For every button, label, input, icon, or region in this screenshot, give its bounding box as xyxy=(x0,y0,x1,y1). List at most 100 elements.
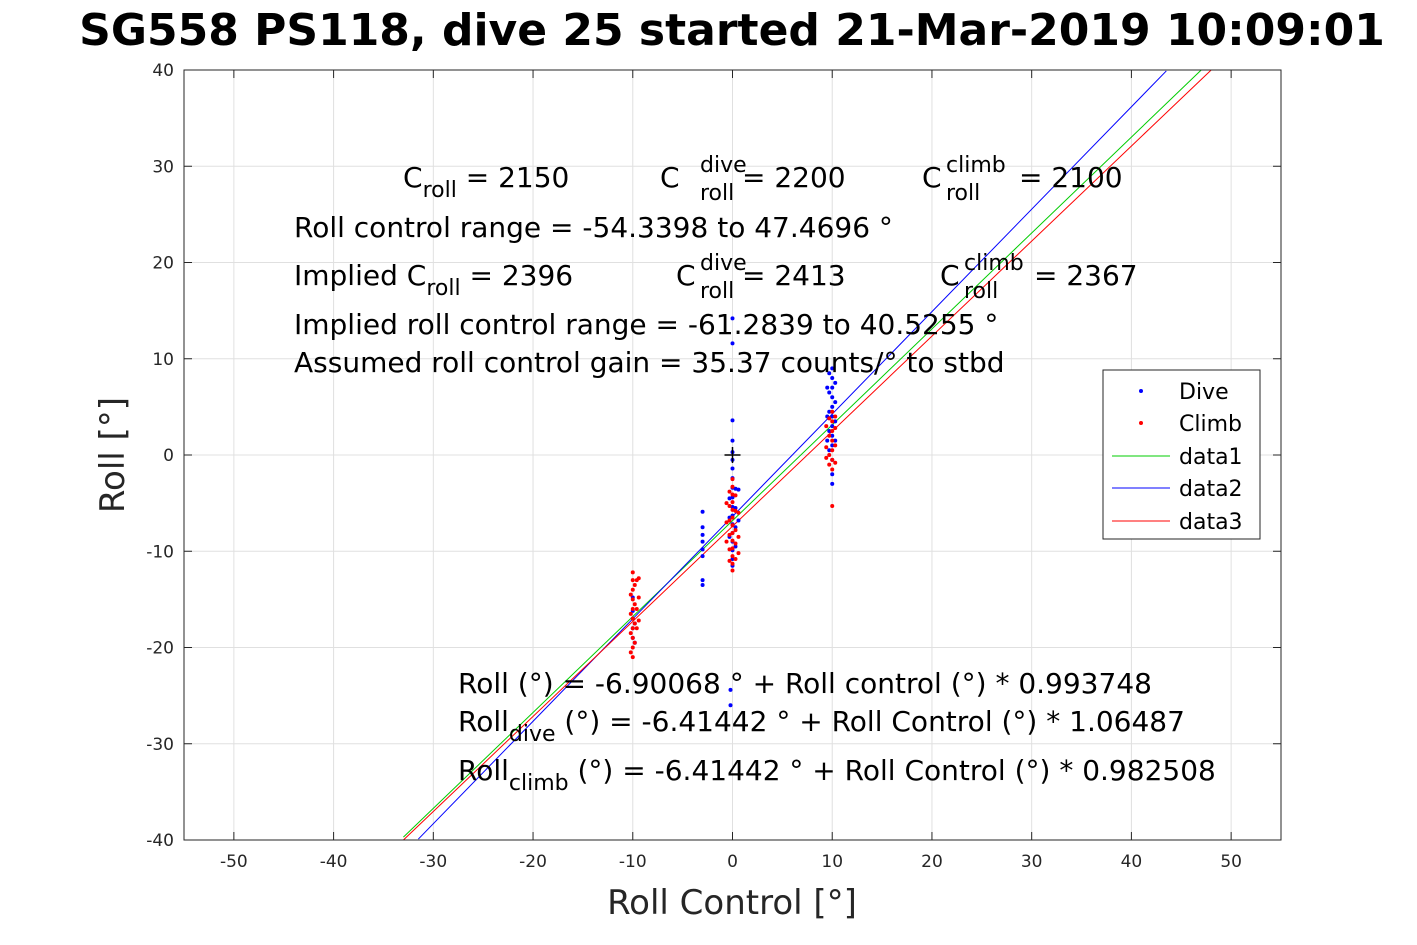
point-climb xyxy=(733,528,738,533)
annotations: Croll = 2150 C dive roll = 2200 C climb … xyxy=(294,153,1216,796)
point-climb xyxy=(634,607,639,611)
annotation-c-climb-sub: roll xyxy=(946,181,980,206)
legend-label: data3 xyxy=(1179,510,1243,535)
point-climb xyxy=(730,530,735,535)
point-climb xyxy=(628,631,633,636)
point-dive xyxy=(830,481,835,486)
point-climb xyxy=(827,462,832,467)
point-climb xyxy=(830,409,835,414)
point-climb xyxy=(730,554,735,559)
x-tick-label: 30 xyxy=(1021,852,1043,872)
annotation-c-climb: C xyxy=(922,161,942,194)
point-dive xyxy=(830,443,835,448)
point-dive xyxy=(700,547,705,552)
annotation-implied-dive: C xyxy=(676,259,696,292)
y-tick-label: 20 xyxy=(152,254,174,274)
point-climb xyxy=(630,597,635,602)
point-climb xyxy=(724,520,729,525)
x-axis-label: Roll Control [°] xyxy=(607,883,857,923)
series-line-data1 xyxy=(403,69,1202,838)
y-tick-label: -40 xyxy=(146,831,174,851)
legend: Dive Climb data1 data2 data3 xyxy=(1102,369,1261,540)
x-tick-label: 20 xyxy=(921,852,943,872)
annotation-c-dive-sub: roll xyxy=(700,181,734,206)
point-dive xyxy=(728,687,733,692)
annotation-gain: Assumed roll control gain = 35.37 counts… xyxy=(294,346,1005,379)
point-climb xyxy=(827,416,832,421)
legend-label: Dive xyxy=(1179,380,1229,405)
point-dive xyxy=(727,496,732,501)
point-climb xyxy=(630,626,635,631)
x-tick-label: -20 xyxy=(519,852,547,872)
annotation-fit-dive: Rolldive (°) = -6.41442 ° + Roll Control… xyxy=(458,705,1185,747)
x-tick-label: 0 xyxy=(727,852,738,872)
legend-label: Climb xyxy=(1179,412,1242,437)
chart-title: SG558 PS118, dive 25 started 21-Mar-2019… xyxy=(79,5,1385,56)
point-climb xyxy=(833,460,838,465)
point-climb xyxy=(830,504,835,509)
point-dive xyxy=(700,509,705,514)
annotation-fit-all: Roll (°) = -6.90068 ° + Roll control (°)… xyxy=(458,667,1152,700)
point-climb xyxy=(824,424,829,429)
point-climb xyxy=(830,467,835,472)
annotation-fit-climb: Rollclimb (°) = -6.41442 ° + Roll Contro… xyxy=(458,754,1216,796)
point-climb xyxy=(824,445,829,450)
point-dive xyxy=(830,424,835,429)
point-dive xyxy=(827,371,832,376)
point-climb xyxy=(827,433,832,438)
point-dive xyxy=(700,525,705,530)
point-dive xyxy=(700,554,705,559)
annotation-c-dive: C xyxy=(660,161,680,194)
point-dive xyxy=(833,380,838,385)
point-climb xyxy=(833,426,838,431)
point-climb xyxy=(730,515,735,520)
annotation-implied-range: Implied roll control range = -61.2839 to… xyxy=(294,308,998,341)
annotation-implied-climb-val: = 2367 xyxy=(1034,259,1138,292)
x-tick-label: 40 xyxy=(1121,852,1143,872)
point-climb xyxy=(833,443,838,448)
y-tick-label: -30 xyxy=(146,735,174,755)
point-climb xyxy=(636,576,641,581)
point-climb xyxy=(724,539,729,544)
annotation-implied-climb-sub: roll xyxy=(964,279,998,304)
point-dive xyxy=(830,414,835,419)
point-dive xyxy=(700,578,705,583)
point-climb xyxy=(730,561,735,566)
annotation-c-dive-val: = 2200 xyxy=(742,161,846,194)
point-climb xyxy=(727,504,732,509)
annotation-implied-climb-sup: climb xyxy=(964,251,1024,276)
point-climb xyxy=(833,414,838,419)
point-climb xyxy=(824,455,829,460)
point-climb xyxy=(630,570,635,575)
point-dive xyxy=(833,400,838,405)
point-climb xyxy=(632,602,637,607)
point-dive xyxy=(700,582,705,587)
point-dive xyxy=(730,341,735,346)
x-axis-ticks: -50 -40 -30 -20 -10 0 10 20 30 40 50 xyxy=(220,70,1242,872)
y-tick-label: -10 xyxy=(146,542,174,562)
x-tick-label: -30 xyxy=(419,852,447,872)
point-climb xyxy=(736,551,741,556)
point-dive xyxy=(733,525,738,530)
series-line-data3 xyxy=(403,69,1212,841)
point-climb xyxy=(628,611,633,616)
point-climb xyxy=(733,493,738,498)
point-dive xyxy=(827,390,832,395)
point-climb xyxy=(730,500,735,505)
data-points xyxy=(628,316,838,708)
point-dive xyxy=(827,428,832,433)
annotation-implied-c: Implied Croll = 2396 xyxy=(294,259,573,301)
point-climb xyxy=(632,621,637,626)
annotation-c-climb-sup: climb xyxy=(946,153,1006,178)
point-dive xyxy=(736,518,741,523)
point-dive xyxy=(730,556,735,561)
y-tick-label: 10 xyxy=(152,350,174,370)
point-climb xyxy=(727,547,732,552)
fit-lines xyxy=(403,69,1212,841)
point-dive xyxy=(827,448,832,453)
annotation-c-roll: Croll = 2150 xyxy=(403,161,569,203)
legend-box xyxy=(1102,369,1261,540)
annotation-c-dive-sup: dive xyxy=(700,153,747,178)
point-climb xyxy=(628,592,633,597)
